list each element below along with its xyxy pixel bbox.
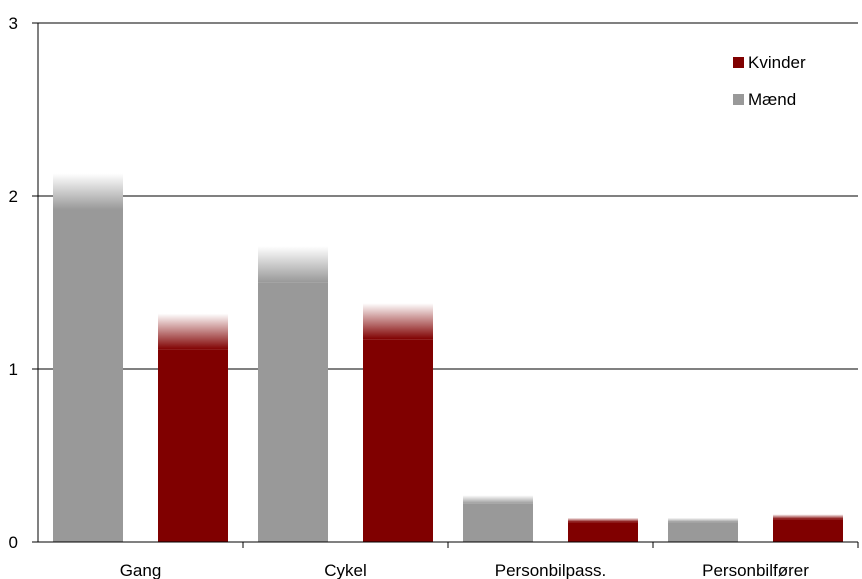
bar-body-cykel-mænd xyxy=(258,282,328,542)
bar-top-cykel-mænd xyxy=(258,246,328,283)
legend-swatch-1 xyxy=(733,57,744,68)
bar-body-personbilfører-mænd xyxy=(668,522,738,542)
bar-body-personbilfører-kvinder xyxy=(773,519,843,542)
category-label-4: Personbilfører xyxy=(702,561,809,579)
bar-gang-mænd xyxy=(53,173,123,542)
legend-label-1: Kvinder xyxy=(748,53,806,72)
bars xyxy=(53,173,843,542)
bar-top-cykel-kvinder xyxy=(363,303,433,340)
bar-personbilpass-mænd xyxy=(463,495,533,542)
bar-top-personbilpass-kvinder xyxy=(568,517,638,523)
category-labels: Gang Cykel Personbilpass. Personbilfører xyxy=(120,561,810,579)
category-label-3: Personbilpass. xyxy=(495,561,607,579)
bar-top-personbilpass-mænd xyxy=(463,495,533,504)
bar-personbilpass-kvinder xyxy=(568,517,638,542)
bar-body-gang-mænd xyxy=(53,209,123,542)
legend: Kvinder Mænd xyxy=(733,53,806,109)
y-tick-label-1: 1 xyxy=(9,360,18,379)
bar-top-gang-mænd xyxy=(53,173,123,210)
bar-body-cykel-kvinder xyxy=(363,339,433,542)
bar-gang-kvinder xyxy=(158,313,228,542)
legend-swatch-2 xyxy=(733,94,744,105)
legend-label-2: Mænd xyxy=(748,90,796,109)
category-label-1: Gang xyxy=(120,561,162,579)
bar-personbilfører-kvinder xyxy=(773,514,843,542)
category-label-2: Cykel xyxy=(324,561,367,579)
bar-personbilfører-mænd xyxy=(668,517,738,542)
axes xyxy=(32,22,859,548)
bar-top-gang-kvinder xyxy=(158,313,228,350)
y-tick-label-3: 3 xyxy=(9,14,18,33)
y-tick-label-0: 0 xyxy=(9,533,18,552)
bar-body-gang-kvinder xyxy=(158,349,228,542)
bar-top-personbilfører-mænd xyxy=(668,517,738,523)
bar-body-personbilpass-mænd xyxy=(463,503,533,542)
y-tick-label-2: 2 xyxy=(9,187,18,206)
bar-cykel-mænd xyxy=(258,246,328,542)
bar-cykel-kvinder xyxy=(363,303,433,542)
y-tick-labels: 0 1 2 3 xyxy=(9,14,18,552)
bar-body-personbilpass-kvinder xyxy=(568,522,638,542)
bar-top-personbilfører-kvinder xyxy=(773,514,843,520)
